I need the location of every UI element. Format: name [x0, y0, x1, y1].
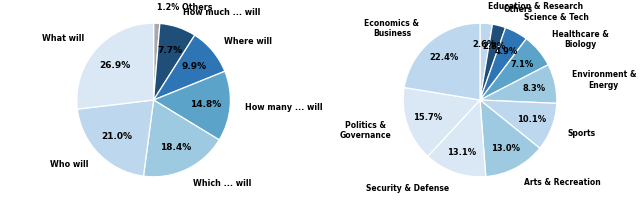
- Text: 22.4%: 22.4%: [429, 53, 459, 62]
- Text: 7.7%: 7.7%: [157, 46, 183, 55]
- Text: Economics &
Business: Economics & Business: [364, 19, 419, 38]
- Text: Science & Tech: Science & Tech: [524, 13, 589, 22]
- Text: 10.1%: 10.1%: [517, 115, 547, 124]
- Wedge shape: [404, 23, 480, 100]
- Text: 2.8%: 2.8%: [482, 42, 506, 51]
- Wedge shape: [403, 88, 480, 156]
- Wedge shape: [480, 65, 557, 103]
- Wedge shape: [154, 35, 225, 100]
- Text: 13.0%: 13.0%: [492, 144, 520, 153]
- Wedge shape: [154, 23, 195, 100]
- Wedge shape: [154, 23, 160, 100]
- Wedge shape: [480, 24, 506, 100]
- Text: Which ... will: Which ... will: [193, 179, 252, 188]
- Wedge shape: [480, 39, 548, 100]
- Text: Sports: Sports: [568, 129, 596, 138]
- Text: How much ... will: How much ... will: [183, 8, 260, 17]
- Text: Security & Defense: Security & Defense: [366, 184, 449, 193]
- Text: How many ... will: How many ... will: [246, 103, 323, 112]
- Text: 4.9%: 4.9%: [495, 47, 518, 56]
- Text: Education & Research: Education & Research: [488, 2, 583, 11]
- Text: 9.9%: 9.9%: [181, 62, 206, 71]
- Wedge shape: [480, 23, 493, 100]
- Wedge shape: [77, 100, 154, 176]
- Text: 13.1%: 13.1%: [447, 148, 476, 157]
- Wedge shape: [480, 28, 526, 100]
- Text: Environment &
Energy: Environment & Energy: [572, 70, 636, 90]
- Wedge shape: [143, 100, 220, 177]
- Wedge shape: [77, 23, 154, 109]
- Text: 21.0%: 21.0%: [101, 132, 132, 141]
- Text: 8.3%: 8.3%: [522, 84, 545, 93]
- Text: 1.2% Others: 1.2% Others: [157, 3, 213, 12]
- Text: Who will: Who will: [49, 160, 88, 169]
- Text: Politics &
Governance: Politics & Governance: [340, 121, 391, 140]
- Text: 7.1%: 7.1%: [511, 60, 534, 69]
- Wedge shape: [480, 100, 540, 177]
- Text: Arts & Recreation: Arts & Recreation: [524, 178, 600, 187]
- Text: 15.7%: 15.7%: [413, 113, 442, 122]
- Text: Others: Others: [503, 5, 532, 14]
- Text: Where will: Where will: [225, 37, 273, 46]
- Wedge shape: [428, 100, 486, 177]
- Text: 18.4%: 18.4%: [161, 143, 192, 152]
- Wedge shape: [480, 100, 557, 148]
- Text: 2.6%: 2.6%: [473, 40, 496, 49]
- Text: 26.9%: 26.9%: [99, 61, 130, 70]
- Text: Healthcare &
Biology: Healthcare & Biology: [552, 30, 609, 49]
- Wedge shape: [154, 71, 230, 140]
- Text: What will: What will: [42, 34, 84, 43]
- Text: 14.8%: 14.8%: [190, 100, 221, 109]
